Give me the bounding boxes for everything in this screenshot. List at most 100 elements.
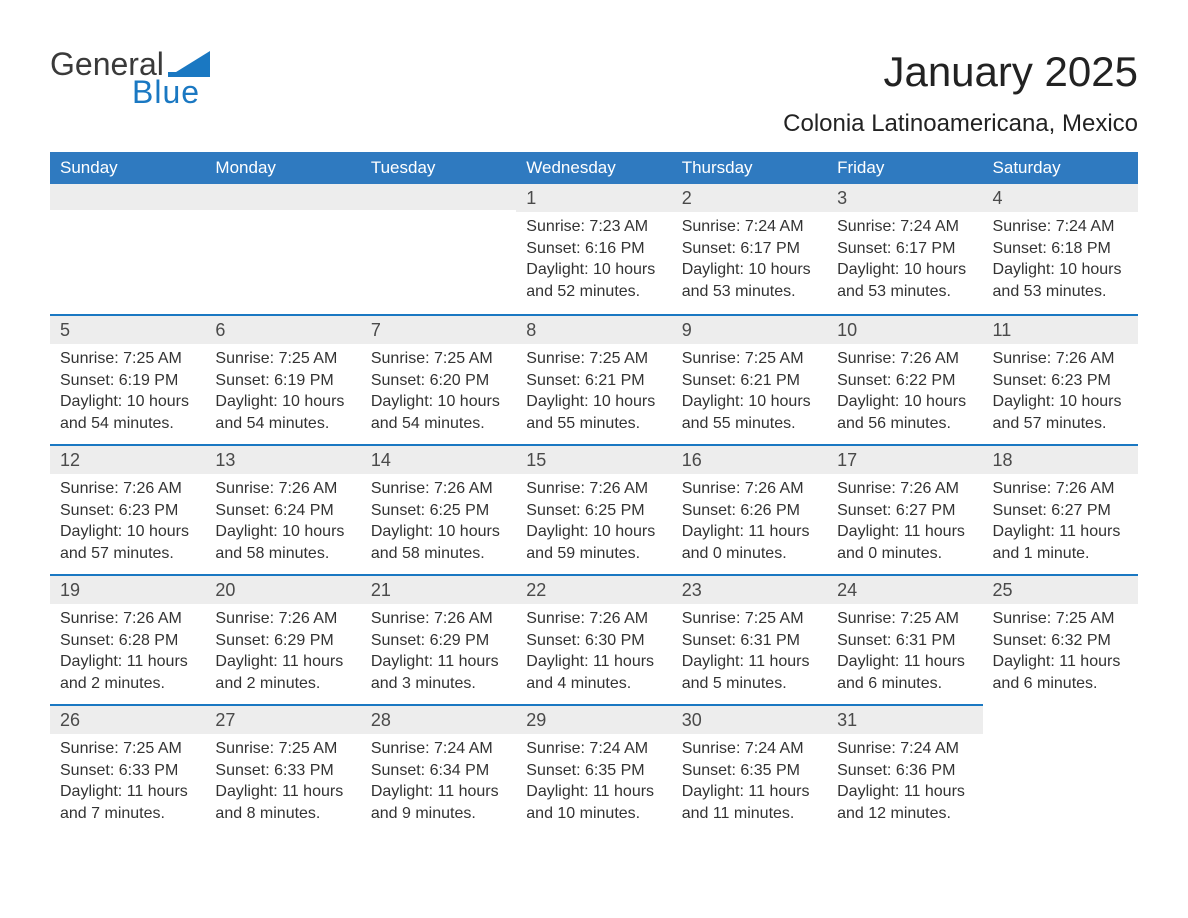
- daylight-line-2: and 1 minute.: [993, 543, 1128, 565]
- sunset-line: Sunset: 6:23 PM: [993, 370, 1128, 392]
- sunrise-line: Sunrise: 7:26 AM: [993, 348, 1128, 370]
- day-number: 19: [50, 574, 205, 604]
- sunset-value: 6:27 PM: [1051, 502, 1111, 519]
- sunrise-line: Sunrise: 7:24 AM: [837, 216, 972, 238]
- daylight-line-2: and 0 minutes.: [682, 543, 817, 565]
- sunset-label: Sunset:: [837, 502, 891, 519]
- sunset-value: 6:17 PM: [740, 240, 800, 257]
- sunset-label: Sunset:: [60, 372, 114, 389]
- sunrise-line: Sunrise: 7:26 AM: [837, 348, 972, 370]
- sunset-line: Sunset: 6:35 PM: [682, 760, 817, 782]
- sunrise-value: 7:25 AM: [1056, 610, 1115, 627]
- weekday-header: Thursday: [672, 152, 827, 184]
- calendar-header-row: SundayMondayTuesdayWednesdayThursdayFrid…: [50, 152, 1138, 184]
- daylight-line-1: Daylight: 11 hours: [215, 781, 350, 803]
- sunrise-line: Sunrise: 7:26 AM: [215, 478, 350, 500]
- sunrise-label: Sunrise:: [371, 740, 430, 757]
- day-number: 5: [50, 314, 205, 344]
- title-block: January 2025 Colonia Latinoamericana, Me…: [783, 48, 1138, 138]
- daylight-label: Daylight:: [526, 783, 588, 800]
- sunrise-line: Sunrise: 7:26 AM: [526, 478, 661, 500]
- empty-day-stripe: [50, 184, 205, 210]
- daylight-hours: 10 hours: [282, 393, 344, 410]
- sunset-label: Sunset:: [837, 240, 891, 257]
- calendar-day-cell: 17Sunrise: 7:26 AMSunset: 6:27 PMDayligh…: [827, 444, 982, 574]
- day-cell-content: 24Sunrise: 7:25 AMSunset: 6:31 PMDayligh…: [827, 574, 982, 704]
- day-number: 26: [50, 704, 205, 734]
- day-number: 20: [205, 574, 360, 604]
- weekday-header: Tuesday: [361, 152, 516, 184]
- sunrise-label: Sunrise:: [60, 350, 119, 367]
- day-cell-content: 18Sunrise: 7:26 AMSunset: 6:27 PMDayligh…: [983, 444, 1138, 574]
- daylight-label: Daylight:: [526, 393, 588, 410]
- sunset-label: Sunset:: [60, 632, 114, 649]
- weekday-header: Sunday: [50, 152, 205, 184]
- sunset-value: 6:35 PM: [740, 762, 800, 779]
- sunrise-line: Sunrise: 7:24 AM: [837, 738, 972, 760]
- daylight-line-1: Daylight: 10 hours: [215, 521, 350, 543]
- sunset-value: 6:24 PM: [274, 502, 334, 519]
- sunrise-label: Sunrise:: [526, 740, 585, 757]
- daylight-line-2: and 7 minutes.: [60, 803, 195, 825]
- sunset-line: Sunset: 6:21 PM: [526, 370, 661, 392]
- daylight-hours: 10 hours: [593, 523, 655, 540]
- daylight-line-2: and 52 minutes.: [526, 281, 661, 303]
- daylight-label: Daylight:: [526, 653, 588, 670]
- day-number: 21: [361, 574, 516, 604]
- daylight-line-2: and 54 minutes.: [60, 413, 195, 435]
- daylight-line-2: and 58 minutes.: [371, 543, 506, 565]
- sunset-label: Sunset:: [682, 372, 736, 389]
- day-cell-content: 5Sunrise: 7:25 AMSunset: 6:19 PMDaylight…: [50, 314, 205, 444]
- sunset-value: 6:23 PM: [1051, 372, 1111, 389]
- sunset-label: Sunset:: [837, 762, 891, 779]
- daylight-line-2: and 53 minutes.: [837, 281, 972, 303]
- daylight-line-1: Daylight: 10 hours: [837, 391, 972, 413]
- day-number: 30: [672, 704, 827, 734]
- calendar-day-cell: 4Sunrise: 7:24 AMSunset: 6:18 PMDaylight…: [983, 184, 1138, 314]
- sunset-label: Sunset:: [682, 762, 736, 779]
- sunrise-label: Sunrise:: [215, 350, 274, 367]
- day-number: 1: [516, 184, 671, 212]
- sunset-label: Sunset:: [215, 632, 269, 649]
- brand-line2: Blue: [132, 76, 210, 108]
- daylight-label: Daylight:: [371, 653, 433, 670]
- sunrise-line: Sunrise: 7:24 AM: [526, 738, 661, 760]
- daylight-line-1: Daylight: 11 hours: [371, 781, 506, 803]
- daylight-line-2: and 54 minutes.: [215, 413, 350, 435]
- sunrise-line: Sunrise: 7:25 AM: [60, 348, 195, 370]
- sunset-label: Sunset:: [60, 762, 114, 779]
- sunrise-value: 7:25 AM: [123, 740, 182, 757]
- daylight-label: Daylight:: [682, 783, 744, 800]
- daylight-label: Daylight:: [993, 523, 1055, 540]
- sunrise-line: Sunrise: 7:25 AM: [60, 738, 195, 760]
- day-cell-content: 29Sunrise: 7:24 AMSunset: 6:35 PMDayligh…: [516, 704, 671, 834]
- daylight-hours: 10 hours: [438, 523, 500, 540]
- day-cell-content: 19Sunrise: 7:26 AMSunset: 6:28 PMDayligh…: [50, 574, 205, 704]
- calendar-day-cell: 12Sunrise: 7:26 AMSunset: 6:23 PMDayligh…: [50, 444, 205, 574]
- sunrise-line: Sunrise: 7:23 AM: [526, 216, 661, 238]
- daylight-hours: 11 hours: [438, 653, 499, 670]
- calendar-day-cell: 23Sunrise: 7:25 AMSunset: 6:31 PMDayligh…: [672, 574, 827, 704]
- daylight-hours: 11 hours: [282, 783, 343, 800]
- daylight-hours: 11 hours: [593, 653, 654, 670]
- daylight-hours: 11 hours: [127, 783, 188, 800]
- day-cell-content: 4Sunrise: 7:24 AMSunset: 6:18 PMDaylight…: [983, 184, 1138, 314]
- sunset-value: 6:33 PM: [119, 762, 179, 779]
- sunset-line: Sunset: 6:33 PM: [60, 760, 195, 782]
- day-cell-content: 17Sunrise: 7:26 AMSunset: 6:27 PMDayligh…: [827, 444, 982, 574]
- daylight-hours: 10 hours: [127, 393, 189, 410]
- sunrise-value: 7:26 AM: [123, 480, 182, 497]
- sunset-label: Sunset:: [993, 240, 1047, 257]
- daylight-line-1: Daylight: 10 hours: [60, 521, 195, 543]
- daylight-label: Daylight:: [993, 653, 1055, 670]
- calendar-week-row: 19Sunrise: 7:26 AMSunset: 6:28 PMDayligh…: [50, 574, 1138, 704]
- sunset-line: Sunset: 6:18 PM: [993, 238, 1128, 260]
- sunrise-value: 7:25 AM: [279, 740, 338, 757]
- day-cell-content: 10Sunrise: 7:26 AMSunset: 6:22 PMDayligh…: [827, 314, 982, 444]
- brand-logo: General Blue: [50, 48, 210, 108]
- day-cell-content: 25Sunrise: 7:25 AMSunset: 6:32 PMDayligh…: [983, 574, 1138, 704]
- day-number: 17: [827, 444, 982, 474]
- daylight-line-2: and 2 minutes.: [60, 673, 195, 695]
- calendar-week-row: 5Sunrise: 7:25 AMSunset: 6:19 PMDaylight…: [50, 314, 1138, 444]
- daylight-line-2: and 6 minutes.: [993, 673, 1128, 695]
